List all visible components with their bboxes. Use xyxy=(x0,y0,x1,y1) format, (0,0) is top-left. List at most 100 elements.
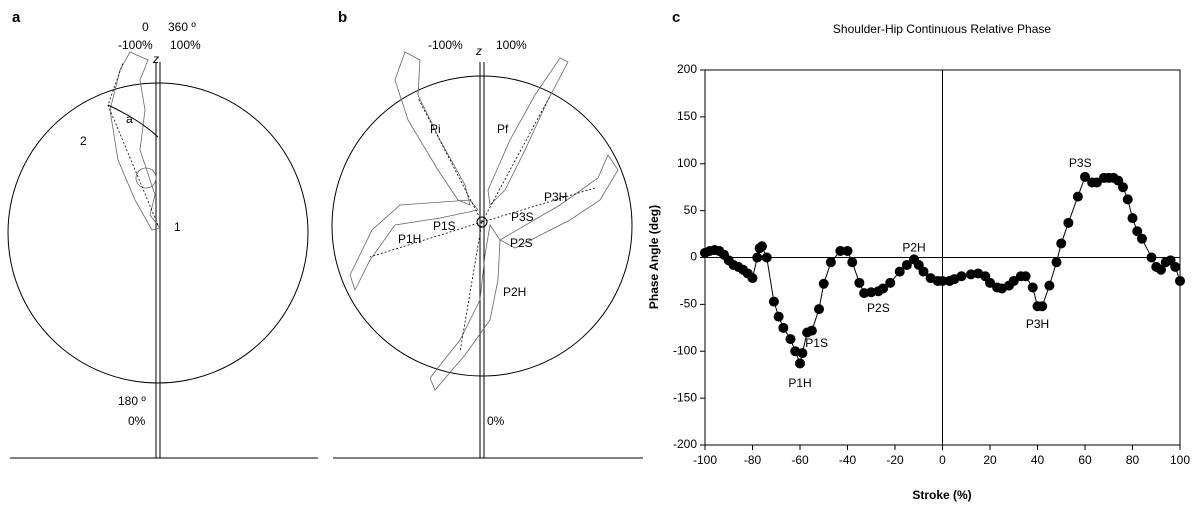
diagram-label: P3H xyxy=(544,190,567,204)
x-tick-label: 40 xyxy=(1031,453,1045,467)
diagram-label: a xyxy=(126,112,133,126)
panel-a-drawing xyxy=(7,51,318,459)
x-tick-label: -60 xyxy=(791,453,809,467)
panel-label: b xyxy=(338,9,347,26)
data-point xyxy=(1132,226,1143,237)
x-tick-label: 60 xyxy=(1078,453,1092,467)
data-point xyxy=(761,252,772,263)
diagram-label: Pf xyxy=(497,122,509,136)
y-tick-label: 0 xyxy=(690,250,697,264)
panel-label: a xyxy=(12,9,21,26)
data-point xyxy=(835,245,846,256)
y-tick-label: 200 xyxy=(677,62,697,76)
data-point xyxy=(1008,275,1019,286)
data-point xyxy=(806,325,817,336)
diagram-label: -100% xyxy=(428,38,463,52)
x-tick-label: -80 xyxy=(744,453,762,467)
diagram-label: 100% xyxy=(170,38,201,52)
data-point xyxy=(778,322,789,333)
y-tick-label: -150 xyxy=(673,390,697,404)
data-point xyxy=(1051,257,1062,268)
data-point xyxy=(985,277,995,288)
annotation: P1S xyxy=(805,336,828,350)
x-tick-label: 0 xyxy=(939,453,946,467)
data-point xyxy=(1037,301,1048,312)
diagram-label: 180 º xyxy=(118,394,146,408)
x-tick-label: -100 xyxy=(693,453,717,467)
diagram-label: 0 xyxy=(142,20,149,34)
diagram-label: Pi xyxy=(430,122,441,136)
data-point xyxy=(773,311,784,322)
diagram-label: P2H xyxy=(503,285,526,299)
data-point xyxy=(1122,194,1133,205)
data-point xyxy=(918,266,929,277)
annotation: P2H xyxy=(902,240,925,254)
y-tick-label: -100 xyxy=(673,343,697,357)
data-point xyxy=(1044,280,1055,291)
y-tick-label: -50 xyxy=(680,297,698,311)
data-point xyxy=(1156,264,1166,275)
data-point xyxy=(878,283,889,294)
diagram-label: P1H xyxy=(398,232,421,246)
data-point xyxy=(885,277,896,288)
data-point xyxy=(1146,252,1157,263)
diagram-label: z xyxy=(475,44,482,58)
x-tick-label: 100 xyxy=(1170,453,1190,467)
x-tick-label: 20 xyxy=(983,453,997,467)
data-point xyxy=(1118,182,1128,193)
data-point xyxy=(1170,261,1181,272)
diagram-label: 1 xyxy=(174,220,181,234)
data-point xyxy=(752,252,763,263)
x-tick-label: -40 xyxy=(839,453,857,467)
data-point xyxy=(1127,213,1138,224)
x-axis-label: Stroke (%) xyxy=(912,488,971,502)
annotation: P3H xyxy=(1026,317,1049,331)
data-point xyxy=(768,296,779,307)
data-point xyxy=(747,273,758,284)
diagram-label: 360 º xyxy=(168,20,196,34)
data-point xyxy=(1072,191,1083,202)
diagram-label: 2 xyxy=(80,134,87,148)
data-point xyxy=(842,245,853,256)
data-point xyxy=(814,304,824,315)
x-tick-label: 80 xyxy=(1126,453,1140,467)
data-point xyxy=(1056,238,1067,249)
data-point xyxy=(1137,233,1147,244)
data-point xyxy=(795,358,805,369)
panel-label: c xyxy=(672,9,680,26)
data-point xyxy=(1175,275,1185,286)
y-axis-label: Phase Angle (deg) xyxy=(647,205,661,309)
data-point xyxy=(847,257,858,268)
y-tick-label: -200 xyxy=(673,437,697,451)
data-point xyxy=(1020,271,1031,282)
data-point xyxy=(854,277,865,288)
data-point xyxy=(1080,171,1090,182)
diagram-label: P1S xyxy=(433,219,456,233)
data-point xyxy=(785,334,796,345)
data-point xyxy=(901,260,912,270)
diagram-label: 0% xyxy=(128,414,146,428)
data-point xyxy=(1091,177,1102,188)
diagram-label: P2S xyxy=(510,236,533,250)
data-point xyxy=(956,271,967,282)
data-point xyxy=(894,266,905,277)
data-point xyxy=(757,241,767,252)
chart-title: Shoulder-Hip Continuous Relative Phase xyxy=(833,22,1051,36)
data-point xyxy=(797,348,808,359)
annotation: P1H xyxy=(788,376,811,390)
diagram-label: z xyxy=(152,52,159,66)
y-tick-label: 100 xyxy=(677,156,697,170)
panel-b-drawing xyxy=(331,51,643,459)
y-tick-label: 150 xyxy=(677,109,697,123)
diagram-label: 0% xyxy=(487,414,505,428)
data-point xyxy=(825,257,836,268)
annotation: P2S xyxy=(867,301,890,315)
diagram-label: 100% xyxy=(496,38,527,52)
data-point xyxy=(818,278,829,289)
x-tick-label: -20 xyxy=(886,453,904,467)
data-point xyxy=(1063,217,1074,228)
diagram-label: P3S xyxy=(511,210,534,224)
diagram-label: -100% xyxy=(118,38,153,52)
data-point xyxy=(937,275,948,286)
